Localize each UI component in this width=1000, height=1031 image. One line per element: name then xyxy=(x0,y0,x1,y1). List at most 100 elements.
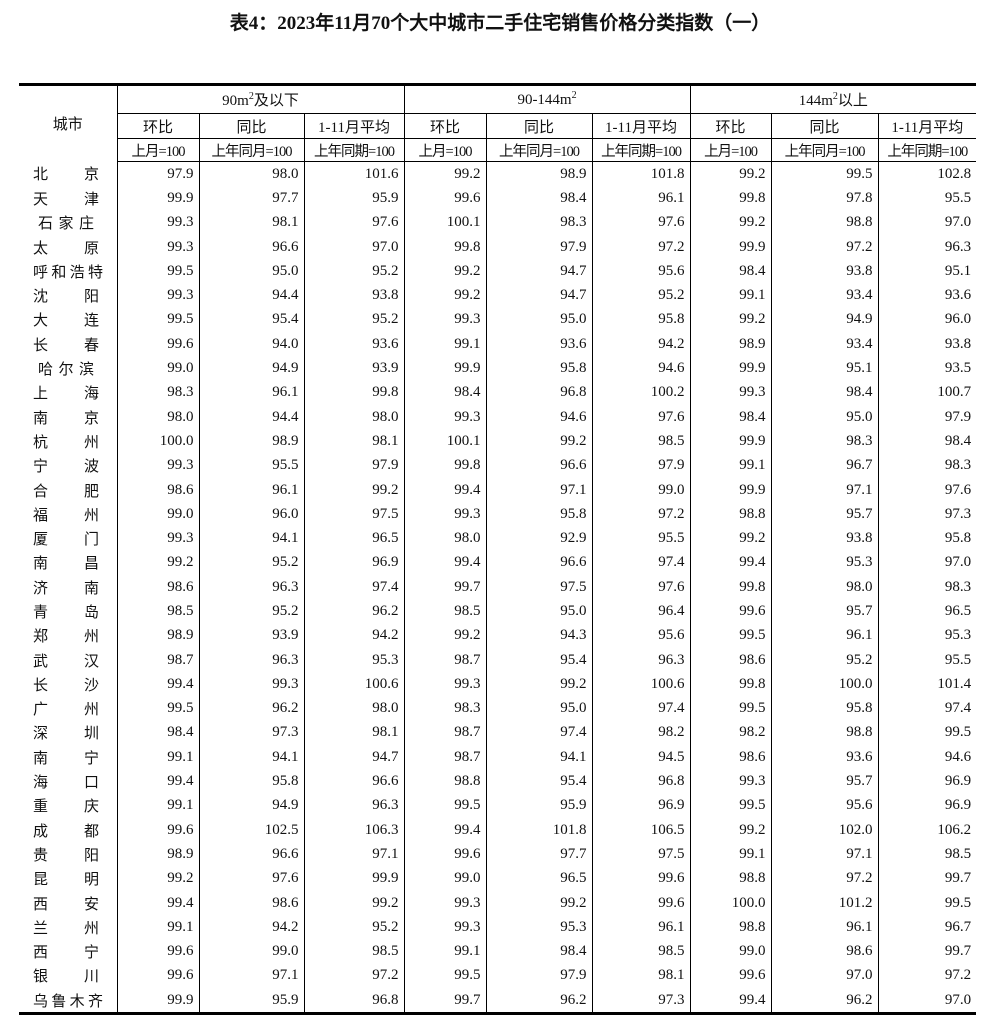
city-cell: 杭州 xyxy=(19,429,117,453)
index-value: 98.3 xyxy=(770,429,879,454)
index-value: 98.3 xyxy=(403,696,487,721)
index-value: 99.5 xyxy=(403,963,487,989)
city-cell: 西宁 xyxy=(19,940,117,964)
index-value: 94.0 xyxy=(198,332,304,357)
index-value: 99.4 xyxy=(689,550,772,576)
city-cell: 合肥 xyxy=(19,478,117,502)
city-name: 天津 xyxy=(33,191,99,208)
index-value: 98.4 xyxy=(403,380,487,405)
index-value: 101.8 xyxy=(485,818,593,843)
table-row: 沈阳 99.3 94.4 93.8 99.2 94.7 95.2 99.1 93.4 93.6 xyxy=(19,283,977,308)
index-value: 97.8 xyxy=(770,186,879,211)
index-value: 99.3 xyxy=(198,672,304,697)
index-value: 94.9 xyxy=(770,307,879,333)
index-value: 99.6 xyxy=(591,890,691,916)
index-value: 96.1 xyxy=(591,915,691,940)
index-value: 94.6 xyxy=(877,745,977,770)
city-cell: 石家庄 xyxy=(19,211,117,235)
index-value: 94.7 xyxy=(485,283,593,308)
index-value: 99.9 xyxy=(689,477,772,503)
table-row: 上海 98.3 96.1 99.8 98.4 96.8 100.2 99.3 98.4 100.7 xyxy=(19,380,977,405)
index-value: 99.6 xyxy=(689,599,772,624)
index-value: 99.2 xyxy=(485,672,593,697)
index-value: 94.1 xyxy=(198,745,304,770)
city-cell: 沈阳 xyxy=(19,283,117,307)
index-value: 97.4 xyxy=(303,575,405,600)
index-value: 100.6 xyxy=(591,672,691,697)
index-value: 96.9 xyxy=(877,793,977,819)
index-value: 97.7 xyxy=(198,186,304,211)
index-value: 95.6 xyxy=(591,259,691,284)
index-value: 99.0 xyxy=(198,939,304,964)
city-cell: 南昌 xyxy=(19,551,117,575)
index-value: 99.5 xyxy=(689,793,772,819)
index-value: 97.9 xyxy=(303,453,405,478)
index-value: 93.8 xyxy=(770,526,879,551)
city-name: 海口 xyxy=(33,775,99,792)
index-value: 98.7 xyxy=(116,647,199,673)
index-value: 95.0 xyxy=(198,259,304,284)
index-value: 95.2 xyxy=(198,550,304,576)
index-value: 97.1 xyxy=(770,842,879,867)
index-value: 98.5 xyxy=(303,939,405,964)
table-row: 武汉 98.7 96.3 95.3 98.7 95.4 96.3 98.6 95.2 95.5 xyxy=(19,647,977,673)
unit-header: 上月=100 xyxy=(403,138,487,162)
index-value: 96.0 xyxy=(877,307,977,333)
index-value: 95.7 xyxy=(770,502,879,527)
city-cell: 乌鲁木齐 xyxy=(19,988,117,1016)
index-value: 99.6 xyxy=(116,963,199,989)
index-value: 93.8 xyxy=(770,259,879,284)
index-value: 97.3 xyxy=(198,720,304,746)
index-value: 94.7 xyxy=(485,259,593,284)
table-row: 昆明 99.2 97.6 99.9 99.0 96.5 99.6 98.8 97.2 99.7 xyxy=(19,866,977,891)
index-value: 98.4 xyxy=(770,380,879,405)
index-value: 99.2 xyxy=(303,477,405,503)
index-value: 96.0 xyxy=(198,502,304,527)
index-value: 97.2 xyxy=(303,963,405,989)
city-name: 长春 xyxy=(33,337,99,354)
index-value: 97.9 xyxy=(877,404,977,430)
city-cell: 呼和浩特 xyxy=(19,259,117,283)
city-cell: 福州 xyxy=(19,502,117,526)
city-name: 南昌 xyxy=(33,556,99,573)
index-value: 95.3 xyxy=(770,550,879,576)
group-header: 90-144m2 xyxy=(403,83,691,114)
unit-header: 上年同月=100 xyxy=(770,138,879,162)
index-value: 98.4 xyxy=(689,259,772,284)
index-value: 95.9 xyxy=(485,793,593,819)
index-value: 96.6 xyxy=(485,453,593,478)
city-cell: 重庆 xyxy=(19,794,117,818)
index-value: 96.8 xyxy=(591,769,691,794)
index-value: 99.8 xyxy=(403,234,487,260)
index-value: 98.0 xyxy=(403,526,487,551)
index-value: 99.2 xyxy=(403,259,487,284)
table-row: 青岛 98.5 95.2 96.2 98.5 95.0 96.4 99.6 95.7 96.5 xyxy=(19,599,977,624)
index-value: 97.6 xyxy=(877,477,977,503)
index-value: 98.5 xyxy=(116,599,199,624)
index-value: 96.8 xyxy=(303,988,405,1016)
table-title: 表4：2023年11月70个大中城市二手住宅销售价格分类指数（一） xyxy=(229,13,771,34)
index-value: 99.3 xyxy=(689,769,772,794)
index-value: 98.0 xyxy=(116,404,199,430)
index-value: 97.0 xyxy=(877,988,977,1016)
city-name: 郑州 xyxy=(33,629,99,646)
index-value: 99.1 xyxy=(116,745,199,770)
index-value: 99.6 xyxy=(403,186,487,211)
index-value: 99.0 xyxy=(403,866,487,891)
index-value: 98.8 xyxy=(770,210,879,235)
city-name: 西宁 xyxy=(33,945,99,962)
index-value: 98.4 xyxy=(689,404,772,430)
unit-header: 上年同月=100 xyxy=(485,138,593,162)
index-value: 99.3 xyxy=(116,234,199,260)
index-value: 99.2 xyxy=(689,526,772,551)
index-value: 96.5 xyxy=(303,526,405,551)
city-cell: 青岛 xyxy=(19,599,117,623)
city-cell: 海口 xyxy=(19,769,117,793)
unit-header: 上年同期=100 xyxy=(303,138,405,162)
city-name: 兰州 xyxy=(33,920,99,937)
index-value: 99.5 xyxy=(116,307,199,333)
index-value: 99.6 xyxy=(116,939,199,964)
index-value: 94.6 xyxy=(485,404,593,430)
city-cell: 上海 xyxy=(19,381,117,405)
index-value: 98.0 xyxy=(198,161,304,187)
